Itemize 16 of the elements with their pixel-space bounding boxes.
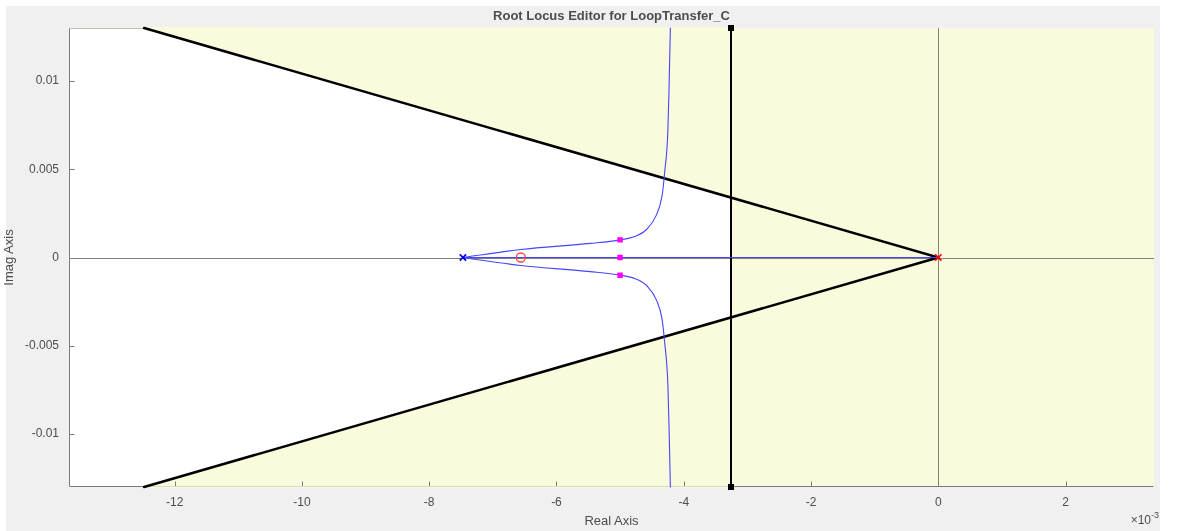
x-tick-label: -10 [293, 494, 311, 509]
x-tick-label: -6 [551, 494, 563, 509]
x-tick-label: -4 [678, 494, 690, 509]
y-tick-label: 0 [52, 249, 60, 264]
y-tick-label: -0.005 [24, 338, 60, 353]
y-tick-label: 0.005 [28, 161, 60, 176]
x-tick-label: 2 [1062, 494, 1070, 509]
y-axis-title: Imag Axis [1, 228, 17, 286]
x-tick-label: -8 [423, 494, 435, 509]
y-tick-label: -0.01 [31, 426, 60, 441]
y-tick-label: 0.01 [35, 73, 60, 88]
x-tick-label: 0 [934, 494, 942, 509]
chart-title: Root Locus Editor for LoopTransfer_C [493, 8, 731, 24]
x-axis-title: Real Axis [584, 512, 640, 528]
x-tick-label: -12 [165, 494, 184, 509]
x-tick-label: -2 [805, 494, 817, 509]
